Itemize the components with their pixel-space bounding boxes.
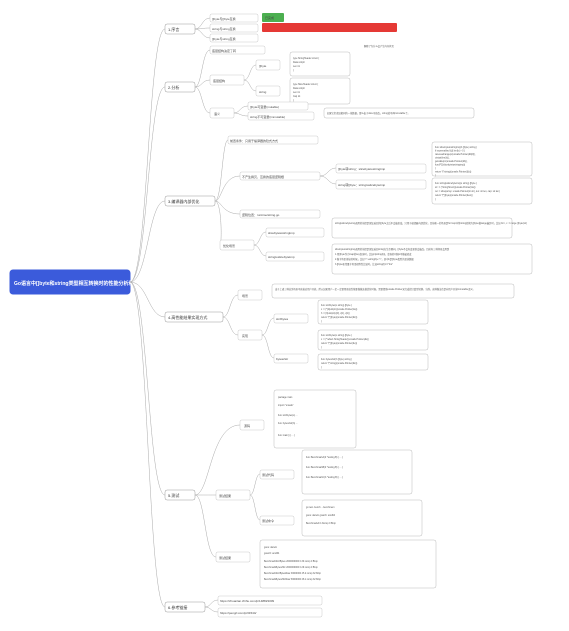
svg-text:BenchmarkStr2BytesRaw 30000: BenchmarkStr2BytesRaw 30000000 45.2 ns/o…	[264, 572, 322, 575]
svg-text:func BenchmarkA(b *testing.B): func BenchmarkA(b *testing.B) { ... }	[306, 456, 343, 459]
b3-opt0: slicebytetostringtmp	[268, 231, 295, 235]
b2-label: 2.分析	[168, 84, 179, 90]
b6-l1[interactable]: https://pengrl.com/p/31544/	[220, 611, 257, 615]
b4-s1: bytes2str	[276, 357, 288, 361]
b6-l0[interactable]: https://zhuanlan.zhihu.com/p/148823309	[220, 599, 274, 603]
b1-c2: []byte与string互换	[212, 36, 236, 41]
b2-c1: 语义	[214, 111, 220, 116]
root-text: Go语言中[]byte和string类型相互转换时的性能分析和优化	[14, 280, 143, 287]
branch-6: 6.参考链接 https://zhuanlan.zhihu.com/p/1488…	[165, 596, 322, 617]
branch-5: 5.测试 源码 package main import "unsafe" fun…	[165, 390, 436, 588]
b5-box2	[302, 500, 422, 536]
root-node: Go语言中[]byte和string类型相互转换时的性能分析和优化	[10, 270, 143, 294]
b5-c0: 源码	[244, 423, 250, 428]
b2-byte: []byte	[259, 64, 267, 68]
svg-text:go test -bench . -benchmem: go test -bench . -benchmem	[306, 506, 335, 509]
tag-green-text: 已完成	[265, 15, 274, 20]
b3-opt1: stringtoslicebytetmp	[268, 255, 295, 259]
b5-c2: 测试结果	[219, 555, 231, 560]
svg-text:goos: darwin goarch: amd64: goos: darwin goarch: amd64	[306, 514, 336, 517]
svg-text:func str2bytes(s) ...: func str2bytes(s) ...	[278, 414, 298, 417]
b3-s0: []byte转string：slicebytetostringtmp	[338, 166, 386, 171]
mindmap-canvas: Go语言中[]byte和string类型相互转换时的性能分析和优化 1.序言 […	[0, 0, 569, 631]
b6-label: 6.参考链接	[168, 604, 187, 610]
b3-c2: 逻辑位置：runtime/string.go	[242, 212, 280, 217]
b3-s1: string转[]byte：stringtoslicebytetmp	[338, 182, 386, 187]
b1-label: 1.序言	[168, 26, 179, 32]
conn-root-b2	[130, 87, 165, 282]
svg-text:func BenchmarkB(b *testing.B): func BenchmarkB(b *testing.B) { ... }	[306, 466, 343, 469]
conn-root-b5	[130, 282, 165, 495]
tag-red	[262, 23, 397, 32]
svg-text:func bytes2str(b) ...: func bytes2str(b) ...	[278, 422, 298, 425]
b2-pre: 底层结构决定了转	[212, 48, 236, 53]
b1-c0: []byte与[]byte互换	[212, 16, 236, 21]
b2-mut: []byte可变量(mutable)	[250, 104, 279, 109]
svg-text:BenchmarkA 0.3ns/op 0 B/op: BenchmarkA 0.3ns/op 0 B/op	[306, 522, 336, 525]
conn-root-b6	[130, 282, 165, 607]
b2-c0: 底层结构	[213, 78, 225, 83]
svg-text:import "unsafe": import "unsafe"	[278, 404, 294, 407]
branch-1: 1.序言 []byte与[]byte互换 已完成 string与string互换…	[165, 13, 397, 42]
svg-text:func main() { ... }: func main() { ... }	[278, 435, 295, 437]
svg-text:func BenchmarkC(b *testing.B): func BenchmarkC(b *testing.B) { ... }	[306, 476, 343, 479]
b5-c1: 测试结果	[219, 493, 231, 498]
svg-text:package main: package main	[278, 397, 293, 399]
svg-text:BenchmarkBytes2Str 20000: BenchmarkBytes2Str 2000000000 0.29 ns/op…	[264, 566, 318, 569]
svg-text:BenchmarkStr2Bytes 20000: BenchmarkStr2Bytes 2000000000 0.30 ns/op…	[264, 560, 318, 563]
b5-s1: 测试命令	[262, 518, 274, 523]
branch-3: 3.编译器内部优化 前置条件：只用于编译器的隐式方式 不产生拷贝，互换的底层逻辑…	[165, 136, 532, 274]
b3-label: 3.编译器内部优化	[168, 198, 199, 204]
b4-label: 4.高性能结果实现方式	[168, 314, 207, 320]
svg-text:goarch: amd64: goarch: amd64	[264, 552, 280, 555]
svg-text:BenchmarkBytes2StrRaw 50000: BenchmarkBytes2StrRaw 50000000 28.1 ns/o…	[264, 578, 322, 581]
b3-c1: 不产生拷贝，互换的底层逻辑根	[242, 174, 284, 179]
conn-root-b3	[130, 201, 165, 282]
b3-c3: 优化场景	[223, 243, 235, 248]
b5-s0: 测试代码	[262, 472, 274, 477]
svg-text:goos: darwin: goos: darwin	[264, 546, 278, 549]
b2-note: 解释了为什么会产生内存拷贝	[364, 44, 395, 48]
branch-4: 4.高性能结果实现方式 场景 由于上述三种业务场景不直接应用户开放，所以如果用户…	[165, 284, 514, 370]
b4-c1: 实现	[242, 333, 248, 338]
conn-root-b4	[130, 282, 165, 317]
b1-c1: string与string互换	[212, 26, 236, 31]
b4-c0: 场景	[242, 293, 248, 298]
b5-label: 5.测试	[168, 492, 179, 498]
b2-string: string	[259, 90, 267, 94]
branch-2: 2.分析 底层结构决定了转 底层结构 []byte type StringHea…	[165, 44, 474, 120]
b4-s0: str2bytes	[276, 317, 289, 321]
b3-c0: 前置条件：只用于编译器的隐式方式	[230, 138, 278, 143]
b2-immut: string不可变量(immutable)	[250, 114, 285, 119]
